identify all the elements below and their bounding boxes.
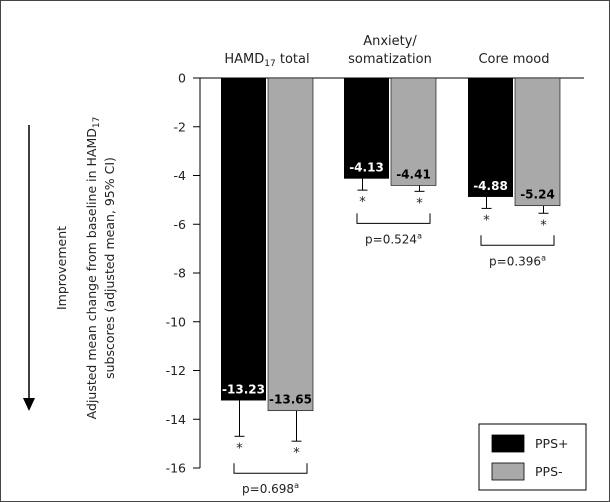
bar-value-label: -4.41 <box>396 167 431 181</box>
p-value-label: p=0.396a <box>489 253 546 268</box>
y-tick-label: -12 <box>166 363 186 378</box>
category-label: Anxiety/ <box>363 34 417 49</box>
category-label: HAMD17 total <box>224 52 309 69</box>
significance-star: * <box>293 446 300 461</box>
comparison-bracket <box>356 213 431 224</box>
comparison-bracket <box>233 463 308 474</box>
bar-value-label: -4.88 <box>473 179 508 193</box>
improvement-arrowhead <box>23 398 35 411</box>
bar-pps-plus <box>468 78 513 197</box>
y-tick-label: -14 <box>166 412 186 427</box>
legend-label-pps-plus: PPS+ <box>535 436 568 451</box>
y-axis-title-line2: subscores (adjusted mean, 95% CI) <box>102 157 117 379</box>
y-tick-label: -2 <box>174 119 186 134</box>
y-axis-title-line1: Adjusted mean change from baseline in HA… <box>84 117 102 420</box>
bar-value-label: -5.24 <box>520 188 555 202</box>
p-value-label: p=0.524a <box>365 231 422 246</box>
y-tick-label: -16 <box>166 461 186 476</box>
bar-pps-plus <box>344 78 389 179</box>
bar-pps-plus <box>221 78 266 401</box>
category-label: Core mood <box>478 52 549 67</box>
comparison-bracket <box>480 235 555 246</box>
y-tick-label: 0 <box>178 71 186 86</box>
y-tick-label: -6 <box>174 217 187 232</box>
significance-star: * <box>359 195 366 210</box>
improvement-label: Improvement <box>54 226 69 310</box>
bar-value-label: -13.65 <box>269 393 312 407</box>
significance-star: * <box>236 441 243 456</box>
bar-value-label: -4.13 <box>349 161 384 175</box>
category-label: somatization <box>348 52 432 67</box>
significance-star: * <box>483 213 490 228</box>
y-tick-label: -10 <box>166 314 186 329</box>
bar-pps-minus <box>267 77 314 412</box>
p-value-label: p=0.698a <box>242 481 299 496</box>
significance-star: * <box>540 218 547 233</box>
legend-swatch-pps-plus <box>491 434 525 453</box>
significance-star: * <box>416 196 423 211</box>
legend-swatch-pps-minus <box>491 462 525 481</box>
bar-pps-minus <box>390 77 437 186</box>
bar-value-label: -13.23 <box>222 382 265 396</box>
y-tick-label: -8 <box>174 266 187 281</box>
legend-label-pps-minus: PPS- <box>535 464 563 479</box>
bar-pps-minus <box>514 77 561 207</box>
y-tick-label: -4 <box>174 168 187 183</box>
